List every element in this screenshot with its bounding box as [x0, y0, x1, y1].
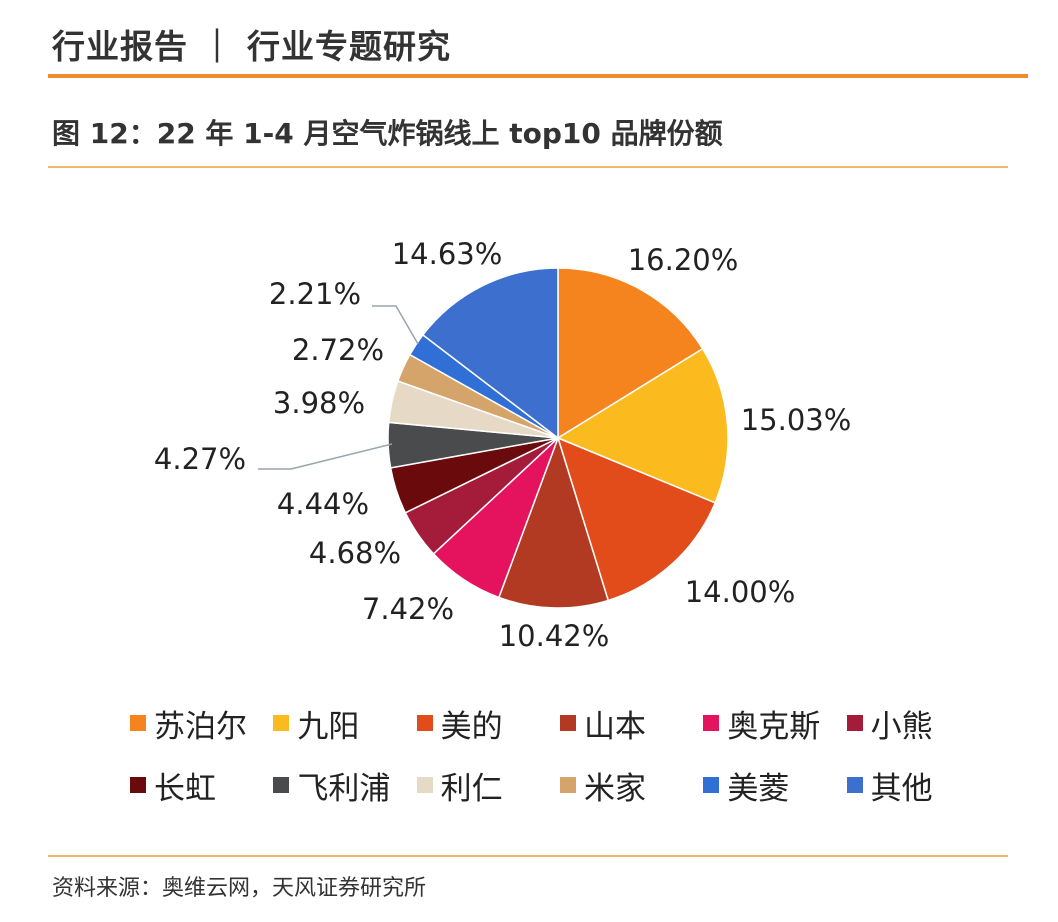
slice-label-1: 16.20% [628, 243, 739, 277]
legend-swatch [130, 715, 146, 731]
legend-label: 美的 [440, 708, 503, 745]
leader-line-11 [372, 305, 419, 345]
slice-label-4: 10.42% [499, 619, 610, 653]
legend-row: 长虹 飞利浦 利仁 米家 美菱 其他 [130, 754, 990, 816]
legend-swatch [846, 715, 863, 731]
legend-item: 苏泊尔 [130, 701, 273, 746]
pie-slice-2 [556, 347, 729, 504]
legend-item: 美的 [416, 701, 560, 746]
slice-label-12: 14.63% [392, 237, 503, 271]
slice-label-9: 3.98% [273, 386, 365, 420]
legend-item: 长虹 [130, 763, 273, 808]
legend-swatch [846, 777, 863, 793]
legend-item: 九阳 [273, 701, 416, 746]
legend-item: 山本 [559, 701, 703, 746]
legend-label: 苏泊尔 [154, 708, 247, 745]
slice-label-8: 4.27% [154, 442, 246, 476]
legend-label: 美菱 [727, 770, 790, 807]
legend-label: 奥克斯 [727, 708, 821, 745]
legend-label: 其他 [870, 770, 933, 807]
legend-swatch [416, 715, 433, 731]
legend-item: 飞利浦 [273, 763, 416, 808]
leader-line-8 [258, 443, 393, 470]
legend-label: 利仁 [440, 770, 503, 807]
figure-title: 图 12：22 年 1-4 月空气炸锅线上 top10 品牌份额 [52, 117, 723, 150]
figure-title-divider [48, 166, 1008, 168]
legend-swatch [130, 777, 146, 793]
legend-swatch [559, 777, 576, 793]
legend-item: 美菱 [703, 763, 846, 808]
legend-item: 米家 [559, 763, 703, 808]
legend-swatch [559, 715, 576, 731]
slice-label-2: 15.03% [741, 403, 852, 437]
legend-item: 其他 [846, 763, 990, 808]
pie-slice-3 [556, 436, 717, 602]
legend-label: 米家 [583, 770, 646, 807]
header-divider [48, 74, 1028, 78]
legend-swatch [703, 715, 720, 731]
slice-label-5: 7.42% [362, 592, 454, 626]
legend-label: 山本 [583, 708, 646, 745]
pie-slice-4 [497, 435, 610, 609]
slice-label-10: 2.72% [292, 333, 384, 367]
slice-label-7: 4.44% [277, 487, 369, 521]
legend-swatch [273, 777, 290, 793]
pie-slice-1 [557, 267, 704, 440]
legend-item: 奥克斯 [703, 701, 846, 746]
footer-divider [48, 855, 1008, 857]
legend-swatch [703, 777, 720, 793]
legend-item: 小熊 [846, 701, 990, 746]
legend-item: 利仁 [416, 763, 560, 808]
source-note: 资料来源：奥维云网，天风证券研究所 [52, 876, 427, 901]
legend-label: 小熊 [870, 708, 933, 745]
slice-label-3: 14.00% [685, 575, 796, 609]
legend-label: 飞利浦 [297, 770, 391, 807]
chart-legend: 苏泊尔 九阳 美的 山本 奥克斯 小熊长虹 飞利浦 利仁 米家 美菱 其他 [130, 692, 990, 816]
pie-slice-12 [421, 267, 559, 440]
slice-label-11: 2.21% [269, 277, 361, 311]
report-header-title: 行业报告 ｜ 行业专题研究 [52, 27, 451, 66]
legend-swatch [416, 777, 433, 793]
legend-swatch [273, 715, 290, 731]
legend-label: 长虹 [154, 770, 216, 807]
legend-row: 苏泊尔 九阳 美的 山本 奥克斯 小熊 [130, 692, 990, 754]
slice-label-6: 4.68% [309, 536, 401, 570]
legend-label: 九阳 [297, 708, 360, 745]
